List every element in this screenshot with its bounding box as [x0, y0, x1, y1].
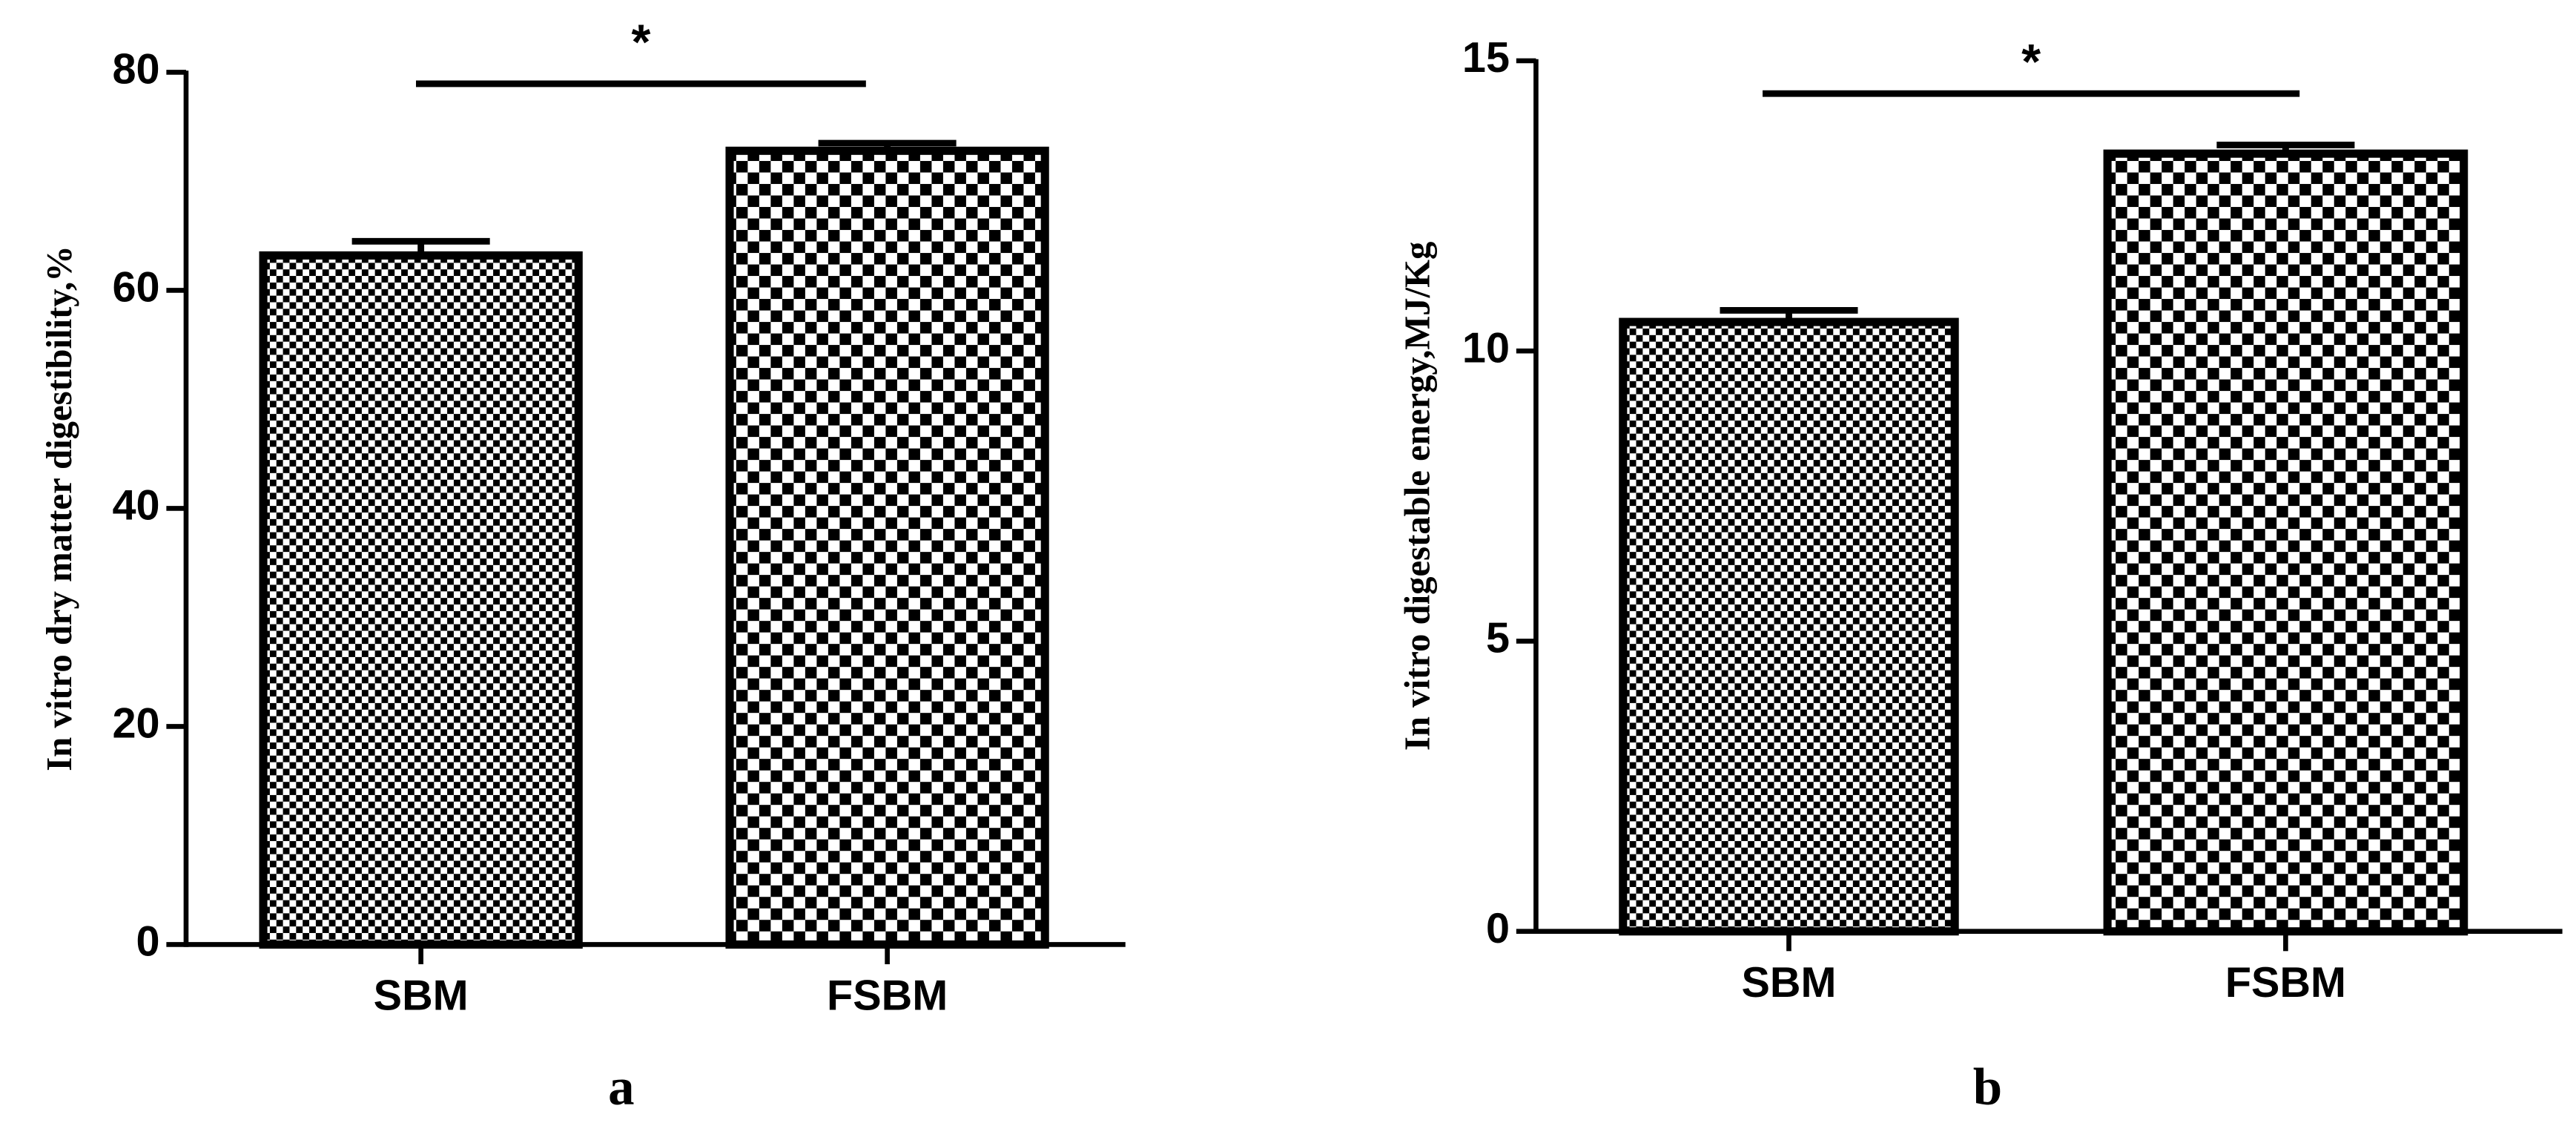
y-tick-label: 10	[1462, 324, 1510, 372]
y-tick-label: 60	[112, 264, 159, 312]
panel-label: b	[1973, 1058, 2002, 1116]
x-tick-label: FSBM	[2225, 959, 2346, 1006]
panel-label: a	[608, 1058, 634, 1116]
significance-mark: *	[631, 16, 650, 70]
bar	[2103, 149, 2468, 936]
y-axis-label: In vitro dry matter digestibility,%	[39, 246, 79, 771]
x-tick-label: FSBM	[827, 972, 948, 1020]
y-tick-label: 40	[112, 482, 159, 530]
y-tick-label: 0	[1486, 905, 1510, 952]
y-tick-label: 20	[112, 700, 159, 748]
significance-mark: *	[2021, 35, 2041, 90]
bar	[725, 146, 1049, 949]
bar	[1619, 317, 1959, 936]
bar	[259, 251, 583, 949]
x-tick-label: SBM	[374, 972, 469, 1020]
y-tick-label: 0	[136, 918, 159, 966]
y-tick-label: 15	[1462, 34, 1510, 82]
y-tick-label: 5	[1486, 615, 1510, 662]
y-axis-label: In vitro digestable energy,MJ/Kg	[1398, 242, 1438, 751]
y-tick-label: 80	[112, 46, 159, 93]
x-tick-label: SBM	[1742, 959, 1837, 1006]
